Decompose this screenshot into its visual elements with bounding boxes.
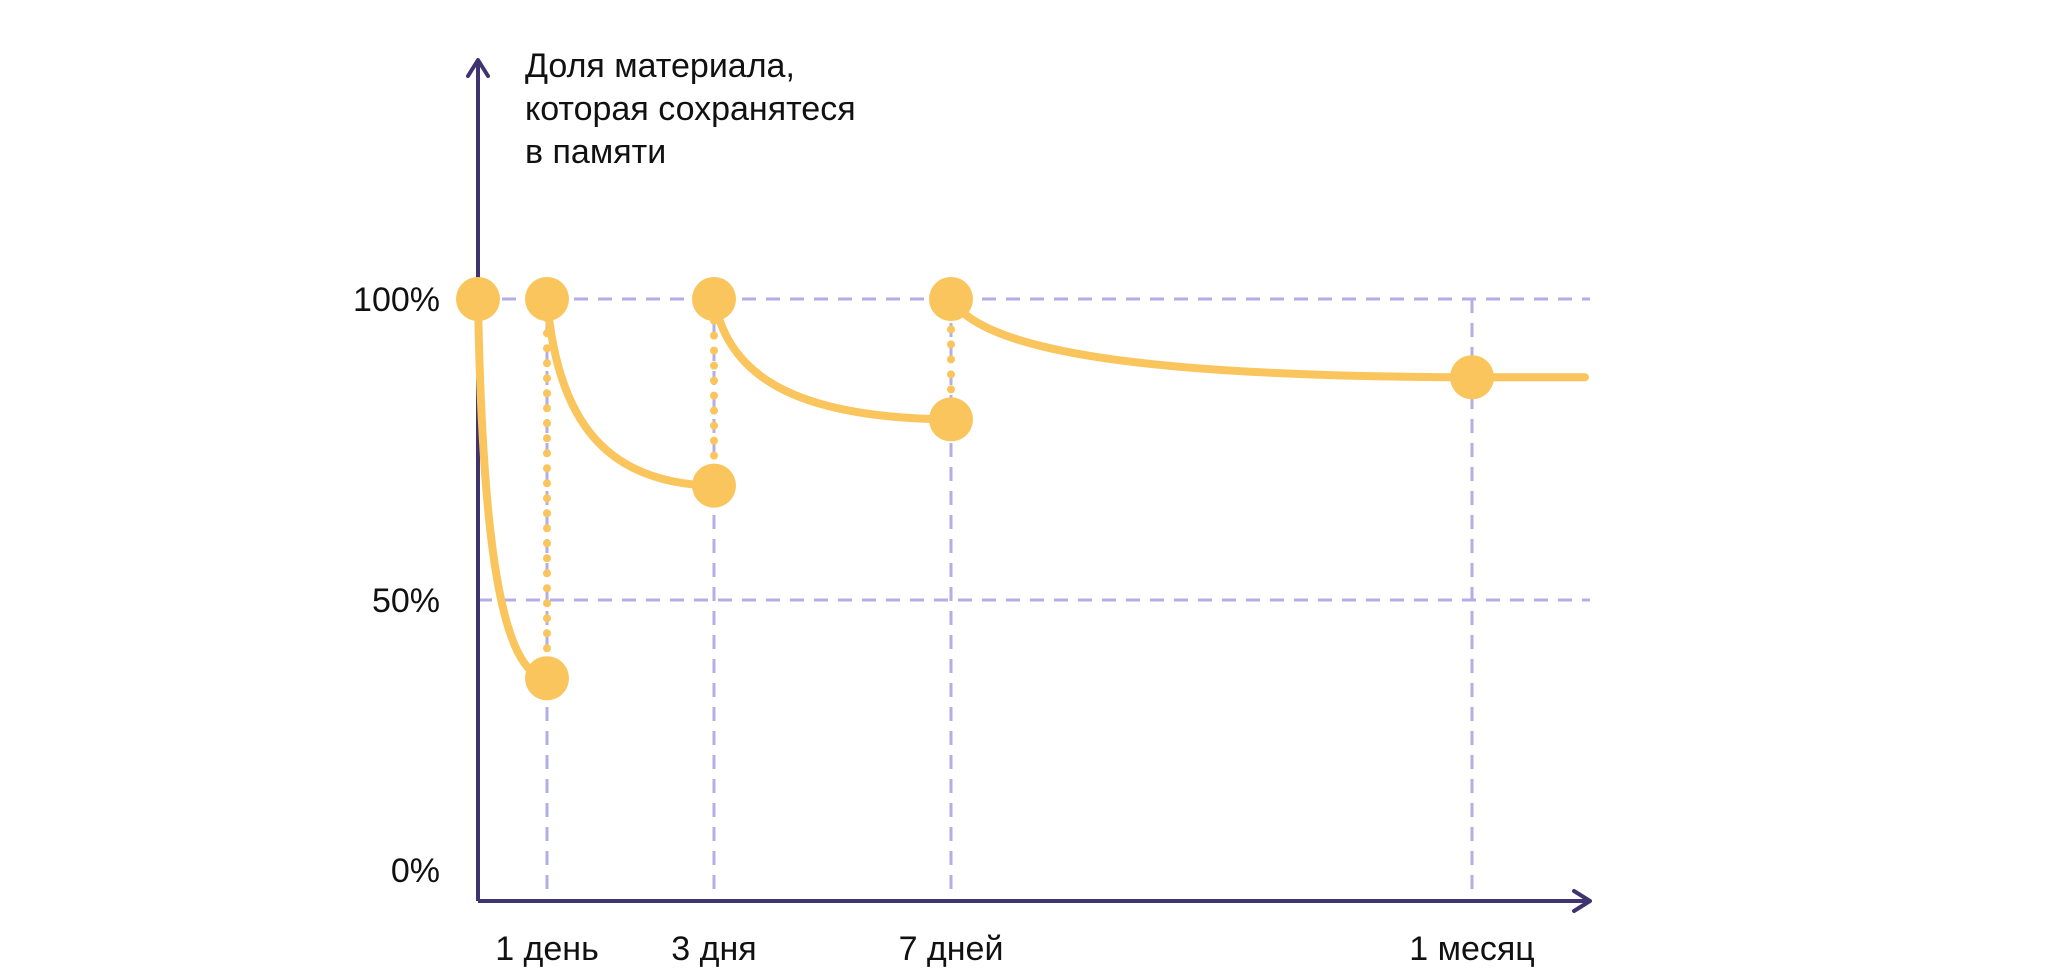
review-drop-lines [543,295,955,683]
data-points [456,277,1494,701]
retention-curve-1 [474,295,551,683]
x-tick-label-30: 1 месяц [1409,930,1535,968]
retention-curves [474,295,1589,683]
y-axis-label: Доля материала, которая сохранятеся в па… [525,47,856,171]
data-point-5 [692,463,736,508]
data-point-6 [929,277,973,321]
data-point-3 [525,656,569,701]
y-axis-label-line-1: Доля материала, [525,47,795,85]
y-axis-arrow [466,58,490,78]
y-axis-label-line-2: которая сохранятеся [525,90,856,128]
y-tick-label-100: 100% [353,281,440,319]
data-point-8 [1450,355,1494,400]
data-point-1 [456,277,500,321]
x-tick-label-1: 1 день [495,930,599,968]
retention-curve-3 [710,295,955,424]
x-tick-label-7: 7 дней [899,930,1004,968]
grid-lines [478,297,1590,901]
data-point-2 [525,277,569,321]
x-axis-arrow [1572,889,1592,913]
x-tick-labels: 1 день 3 дня 7 дней 1 месяц [495,930,1535,968]
x-tick-label-3: 3 дня [671,930,756,968]
data-point-4 [692,277,736,321]
retention-curve-2 [543,295,718,490]
y-tick-label-50: 50% [372,582,440,620]
y-axis-label-line-3: в памяти [525,133,666,171]
retention-curve-4 [947,295,1589,382]
y-tick-labels: 100% 50% 0% [353,281,440,890]
y-tick-label-0: 0% [391,852,440,890]
axes [466,58,1592,913]
data-point-7 [929,397,973,442]
